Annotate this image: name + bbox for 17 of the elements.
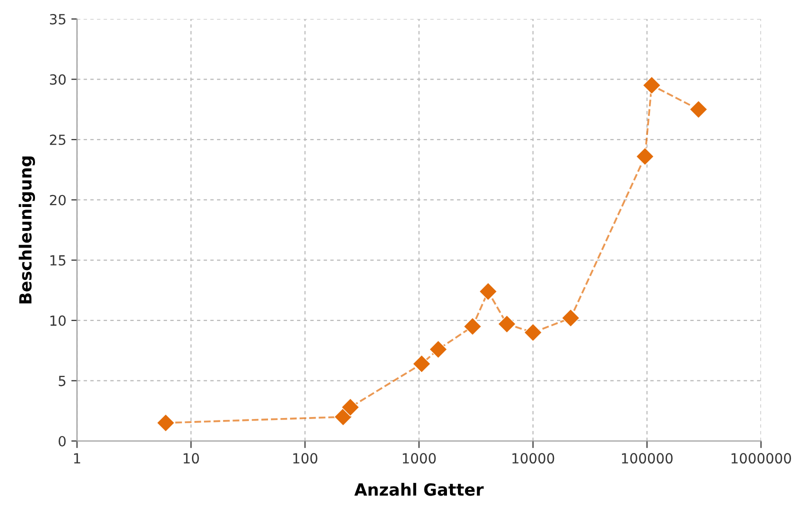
y-tick-label: 5 (58, 376, 66, 386)
y-tick-label: 20 (50, 194, 66, 206)
y-axis-title: Beschleunigung (18, 156, 36, 304)
x-axis-title: Anzahl Gatter (354, 482, 484, 496)
x-tick-label: 1000000 (732, 453, 792, 464)
y-tick-label: 25 (50, 134, 66, 146)
y-tick-label: 35 (50, 14, 66, 24)
y-tick-label: 0 (58, 436, 66, 446)
y-tick-label: 15 (50, 255, 66, 266)
x-tick-label: 100 (293, 453, 318, 464)
x-tick-label: 100000 (622, 453, 673, 464)
x-tick-label: 1000 (402, 453, 436, 464)
x-tick-label: 1 (74, 453, 80, 464)
x-tick-label: 10 (184, 453, 199, 464)
y-tick-label: 10 (50, 315, 66, 326)
y-tick-label: 30 (50, 74, 66, 85)
x-tick-label: 10000 (512, 453, 554, 464)
